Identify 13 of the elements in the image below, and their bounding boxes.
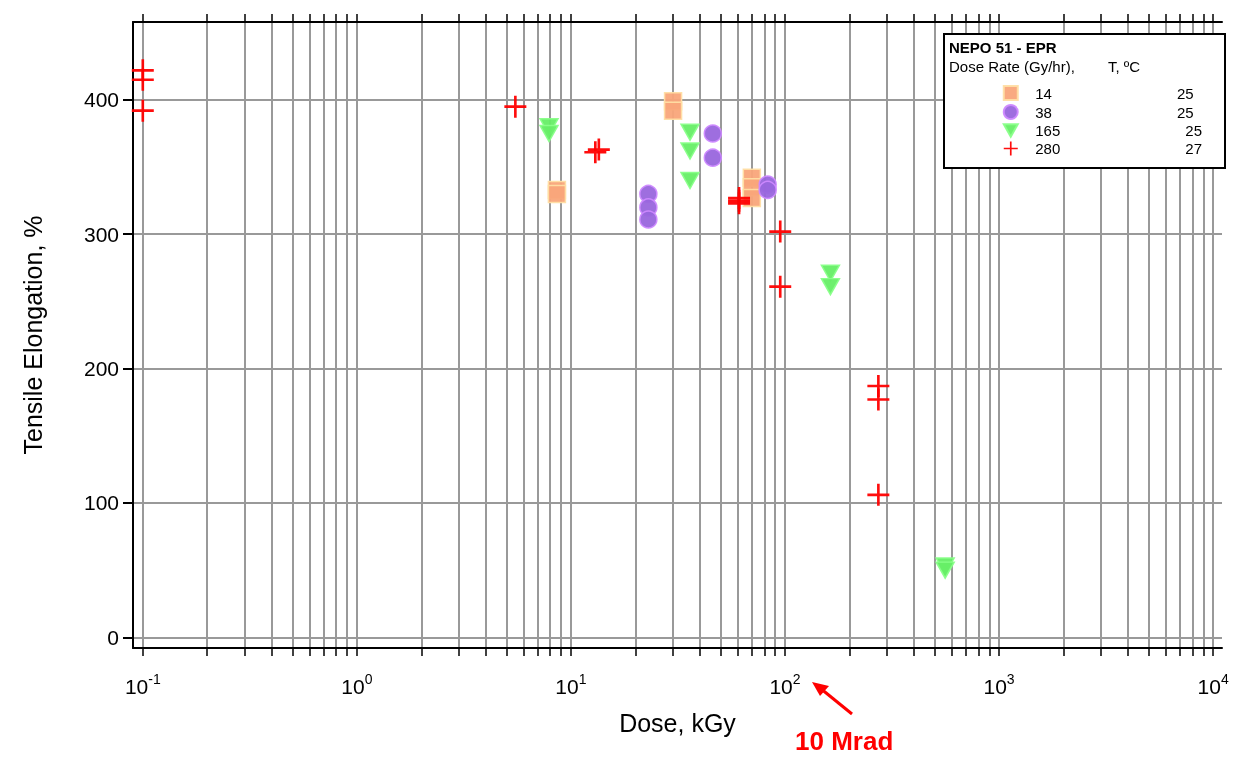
y-tick-label: 0 xyxy=(107,625,119,649)
legend-label: 280 27 xyxy=(1022,140,1203,157)
legend-label: 165 25 xyxy=(1022,122,1203,139)
x-axis-title: Dose, kGy xyxy=(619,708,737,737)
y-tick-label: 400 xyxy=(83,88,119,112)
legend-title: NEPO 51 - EPR Dose Rate (Gy/hr), T, ºC xyxy=(949,39,1141,75)
text: 10 Mrad xyxy=(795,726,894,757)
y-tick-label: 200 xyxy=(83,357,119,381)
y-tick-label: 100 xyxy=(83,491,119,515)
y-tick-label: 300 xyxy=(83,222,119,246)
y-axis-title: Tensile Elongation, % xyxy=(18,215,47,455)
legend-label: 38 25 xyxy=(1022,103,1194,121)
legend-label: 14 25 xyxy=(1022,84,1194,102)
